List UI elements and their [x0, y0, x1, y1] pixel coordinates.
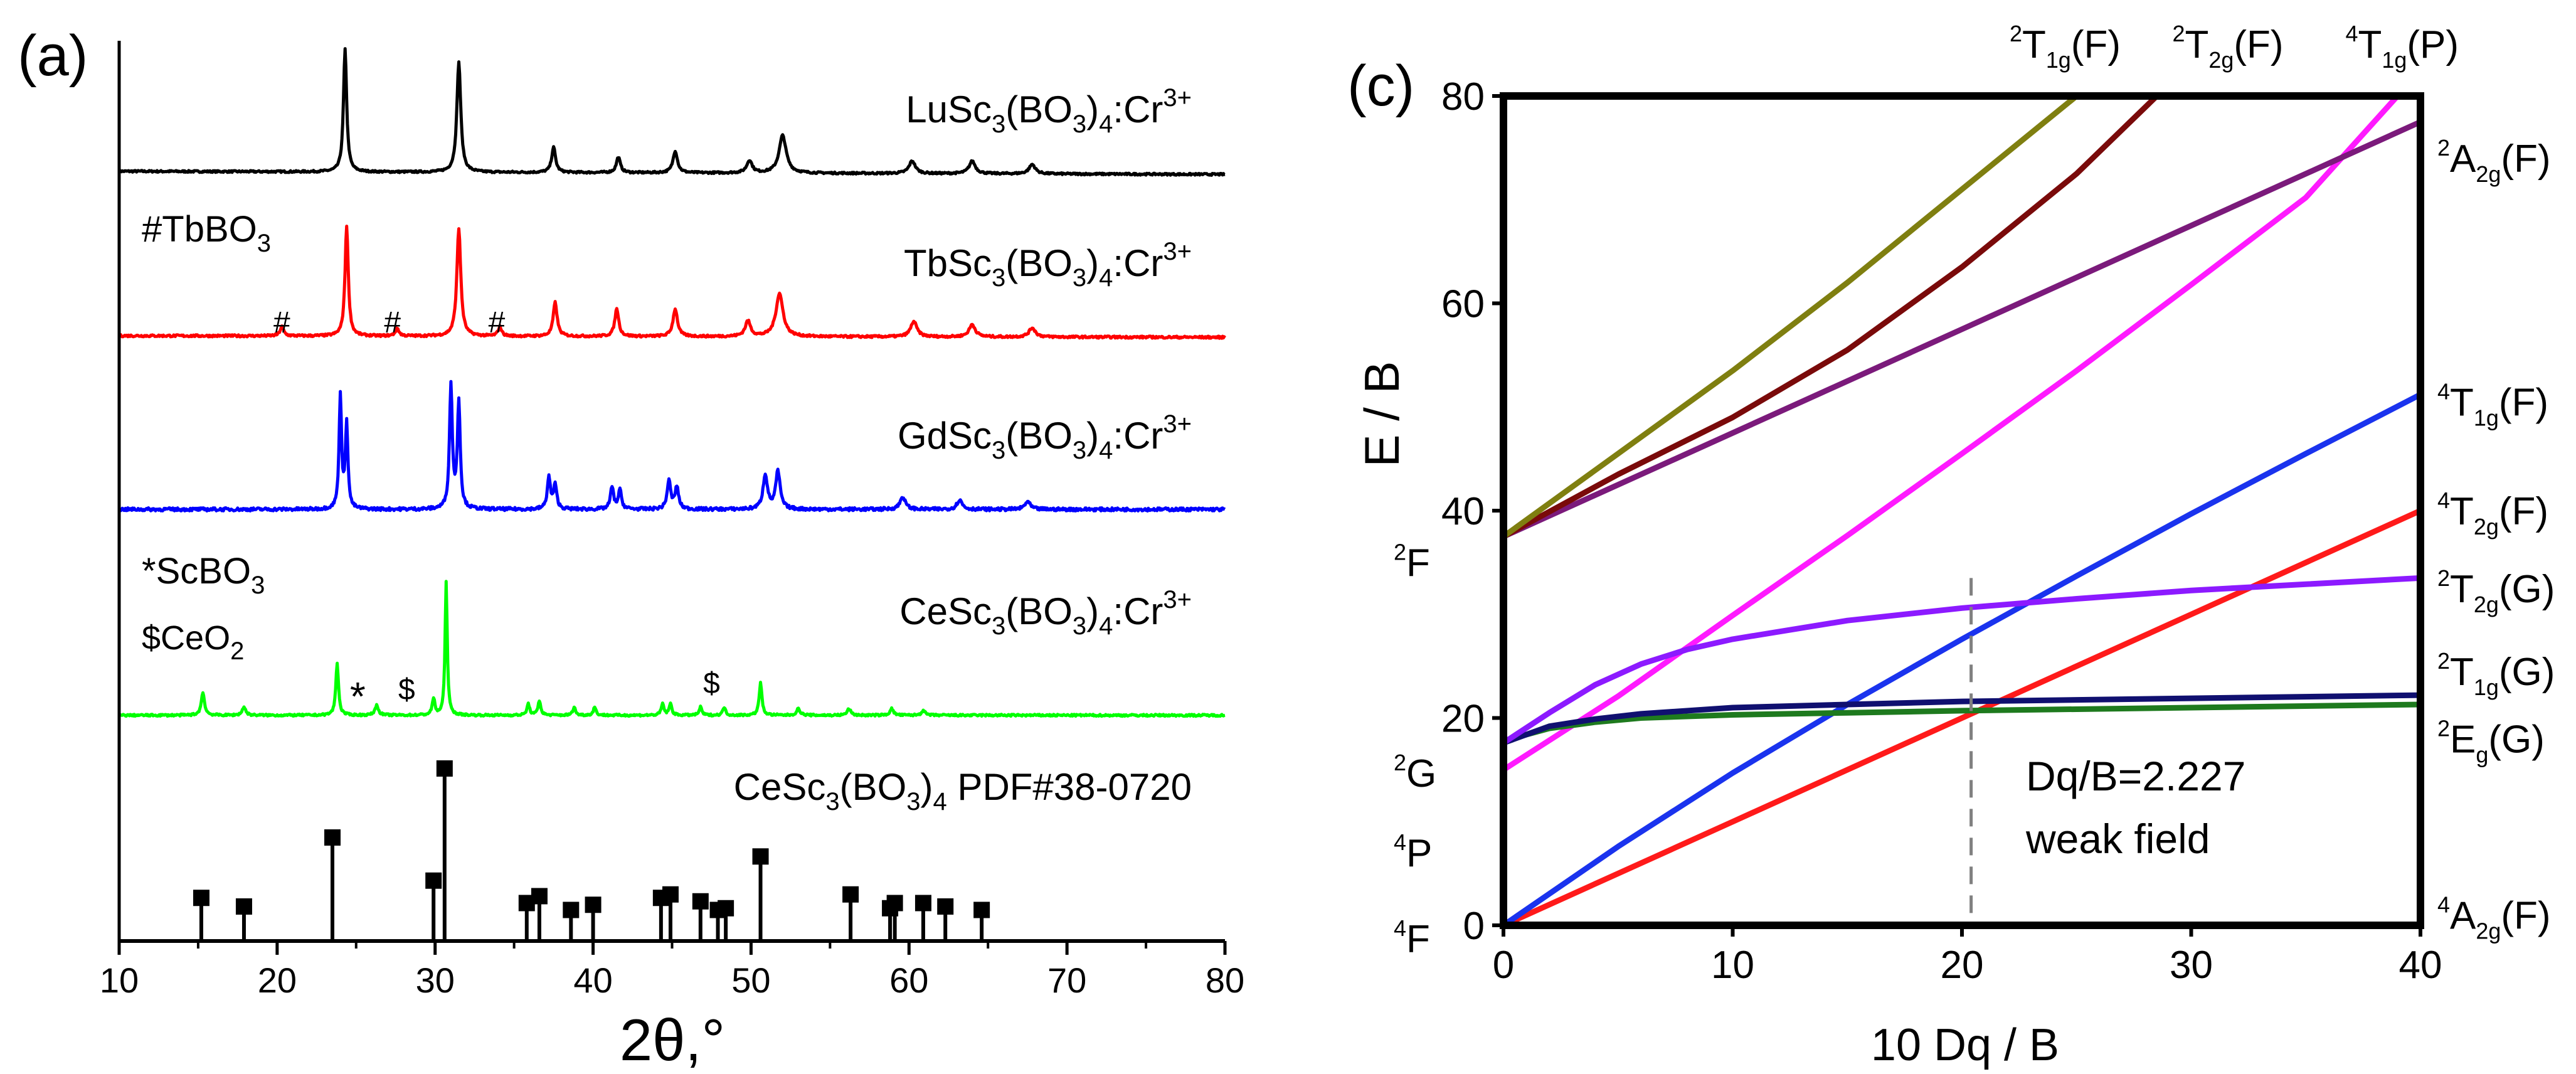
x-axis-title: 2θ,° — [620, 1007, 725, 1073]
reference-marker — [973, 901, 990, 918]
x-tick-label: 50 — [731, 960, 770, 1000]
curve-4t1gf — [1500, 391, 2424, 928]
state-label: 4A2g(F) — [2437, 891, 2551, 944]
reference-label: CeSc3(BO3)4 PDF#38-0720 — [734, 766, 1192, 816]
series-labels: LuSc3(BO3)4:Cr3+ TbSc3(BO3)4:Cr3+ GdSc3(BO… — [898, 84, 1192, 640]
x-tick-label: 20 — [1941, 944, 1984, 987]
y-tick-label: 40 — [1441, 490, 1485, 533]
x-tick-label: 20 — [258, 960, 297, 1000]
axes-ticks: 0 10 20 30 40 0 20 40 60 80 — [1441, 75, 2442, 987]
x-tick-label: 30 — [2170, 944, 2213, 987]
impurity-markers: # # # * $ $ — [273, 306, 720, 719]
reference-marker — [425, 872, 442, 889]
top-state-labels: 2T1g(F) 2T2g(F) 4T1g(P) — [2010, 21, 2459, 73]
reference-marker — [718, 900, 734, 917]
curve-2t2gg — [1500, 575, 2424, 746]
curve-2a2gf — [1500, 119, 2424, 540]
y-tick-label: 80 — [1441, 75, 1485, 119]
x-tick-label: 10 — [100, 960, 139, 1000]
state-label: 4T1g(P) — [2345, 21, 2459, 73]
xrd-series-0 — [117, 47, 1226, 177]
reference-marker — [531, 888, 548, 905]
free-ion-term: 4F — [1394, 915, 1430, 961]
impurity-marker: $ — [703, 667, 720, 700]
series-label-1: TbSc3(BO3)4:Cr3+ — [904, 238, 1192, 292]
reference-marker — [886, 895, 903, 912]
x-tick-label: 80 — [1206, 960, 1244, 1000]
reference-marker — [585, 896, 602, 913]
x-tick-label: 40 — [2399, 944, 2442, 987]
curve-2egg — [1500, 701, 2424, 744]
free-ion-term: 4P — [1394, 829, 1432, 875]
plot-frame — [1500, 92, 2424, 929]
weak-field-annotation: weak field — [2025, 816, 2210, 862]
panel-a-label: (a) — [18, 24, 88, 88]
curve-2t2gf — [1500, 93, 2160, 540]
reference-marker — [563, 901, 580, 918]
reference-marker — [193, 890, 209, 907]
reference-marker — [914, 895, 931, 912]
reference-stick-pattern: CeSc3(BO3)4 PDF#38-0720 — [193, 760, 1192, 941]
x-tick-label: 70 — [1047, 960, 1086, 1000]
reference-marker — [324, 829, 341, 846]
reference-marker — [692, 893, 709, 910]
series-label-2: GdSc3(BO3)4:Cr3+ — [898, 410, 1192, 464]
panel-c: (c) E / B 10 Dq / B Dq/B=2.227 weak fiel… — [1347, 21, 2555, 1070]
state-label: 4T1g(F) — [2437, 378, 2548, 430]
free-ion-term: 2G — [1394, 750, 1436, 795]
x-tick-label: 40 — [573, 960, 612, 1000]
state-label: 2T2g(G) — [2437, 565, 2555, 617]
x-axis: 10 20 30 40 50 60 70 80 — [100, 941, 1244, 1000]
x-tick-label: 30 — [416, 960, 455, 1000]
curve-4t2gf — [1500, 508, 2424, 928]
y-tick-label: 20 — [1441, 698, 1485, 741]
impurity-marker: * — [350, 674, 366, 719]
y-tick-label: 0 — [1463, 905, 1485, 948]
right-state-labels: 4A2g(F) 2Eg(G) 2T1g(G) 2T2g(G) 4T2g(F) 4T1g(F… — [2437, 135, 2555, 944]
curve-2t1gg — [1500, 692, 2424, 746]
energy-level-curves — [1500, 93, 2424, 928]
impurity-marker: # — [273, 306, 290, 339]
y-axis-title: E / B — [1354, 361, 1409, 467]
free-ion-terms: 4F 4P 2G 2F — [1394, 539, 1436, 961]
xrd-curves — [117, 47, 1226, 718]
phase-legend-item: *ScBO3 — [142, 551, 265, 599]
free-ion-term: 2F — [1394, 539, 1430, 585]
y-tick-label: 60 — [1441, 283, 1485, 326]
phase-legend: #TbBO3 *ScBO3 $CeO2 — [142, 209, 271, 665]
reference-marker — [662, 886, 679, 903]
state-label: 2A2g(F) — [2437, 135, 2551, 187]
state-label: 4T2g(F) — [2437, 487, 2548, 540]
reference-marker — [752, 848, 769, 865]
series-label-0: LuSc3(BO3)4:Cr3+ — [906, 84, 1192, 138]
reference-marker — [436, 760, 453, 777]
x-tick-label: 0 — [1493, 944, 1514, 987]
state-label: 2Eg(G) — [2437, 716, 2545, 768]
state-label: 2T1g(F) — [2010, 21, 2121, 73]
reference-marker — [235, 898, 252, 915]
curve-2t1gf — [1500, 93, 2080, 540]
state-label: 2T1g(G) — [2437, 648, 2555, 700]
curve-4t1gp — [1500, 93, 2400, 773]
panel-a: (a) CeSc3(BO3)4 PDF#38-0720 # # # * $ $ LuSc3… — [18, 24, 1244, 1073]
reference-marker — [937, 898, 954, 915]
state-label: 2T2g(F) — [2172, 21, 2283, 73]
phase-legend-item: $CeO2 — [142, 619, 244, 665]
panel-c-label: (c) — [1347, 54, 1414, 118]
impurity-marker: # — [489, 306, 506, 339]
x-axis-title-c: 10 Dq / B — [1871, 1020, 2059, 1070]
reference-marker — [842, 886, 859, 903]
xrd-series-3 — [118, 580, 1226, 718]
phase-legend-item: #TbBO3 — [142, 209, 271, 257]
xrd-series-2 — [118, 380, 1226, 513]
series-label-3: CeSc3(BO3)4:Cr3+ — [899, 586, 1192, 640]
dq-annotation: Dq/B=2.227 — [2026, 753, 2245, 799]
impurity-marker: $ — [398, 673, 415, 706]
x-tick-label: 10 — [1711, 944, 1754, 987]
impurity-marker: # — [384, 306, 401, 339]
xrd-series-1 — [118, 225, 1226, 340]
x-tick-label: 60 — [889, 960, 928, 1000]
